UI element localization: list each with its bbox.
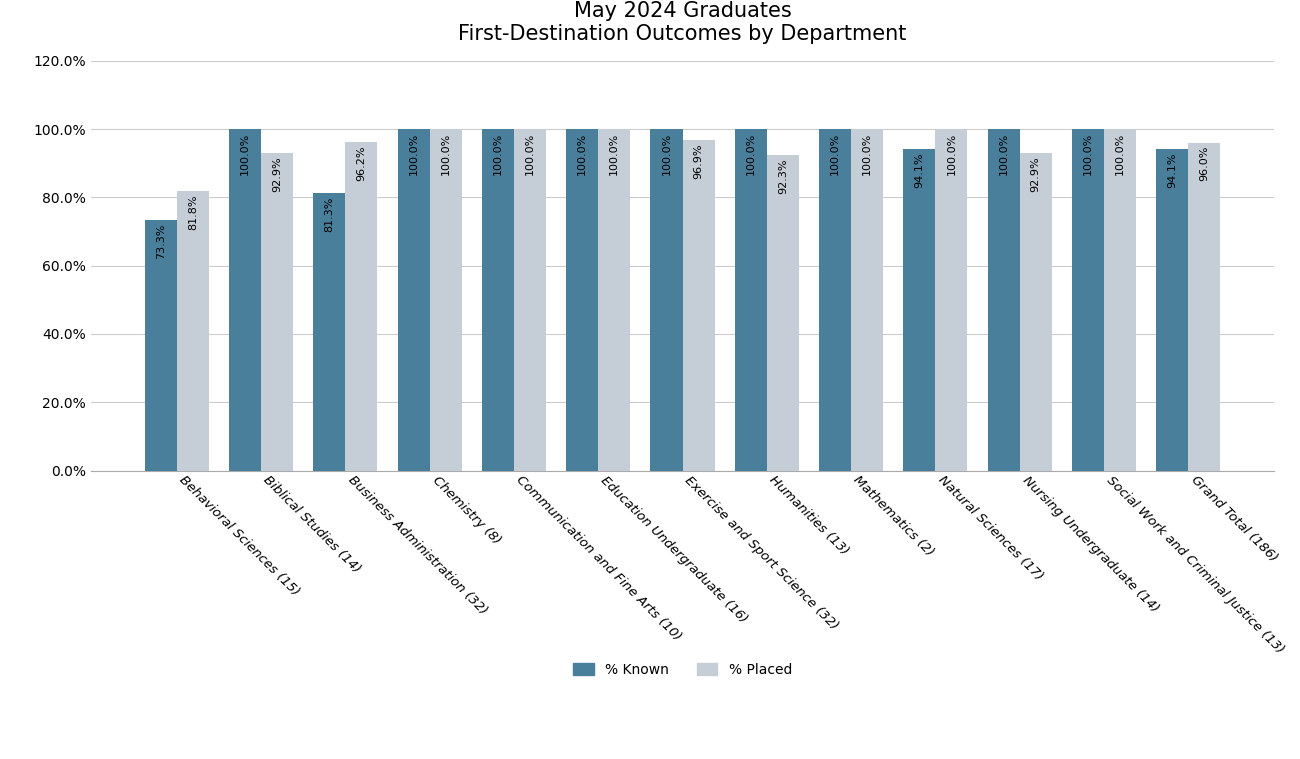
Bar: [988, 129, 1019, 471]
Bar: [598, 129, 630, 471]
Text: 96.9%: 96.9%: [693, 143, 703, 178]
Text: 92.9%: 92.9%: [1031, 156, 1040, 192]
Text: 100.0%: 100.0%: [240, 132, 250, 175]
Bar: [514, 129, 546, 471]
Bar: [935, 129, 967, 471]
Bar: [1019, 153, 1052, 471]
Bar: [144, 220, 177, 471]
Bar: [398, 129, 430, 471]
Bar: [261, 153, 292, 471]
Bar: [313, 193, 346, 471]
Bar: [734, 129, 767, 471]
Text: 81.3%: 81.3%: [325, 197, 334, 231]
Text: 81.8%: 81.8%: [187, 194, 198, 230]
Text: 100.0%: 100.0%: [998, 132, 1009, 175]
Bar: [567, 129, 598, 471]
Bar: [1072, 129, 1104, 471]
Bar: [346, 142, 377, 471]
Text: 92.3%: 92.3%: [777, 159, 788, 194]
Text: 73.3%: 73.3%: [156, 224, 166, 259]
Bar: [1188, 143, 1221, 471]
Text: 100.0%: 100.0%: [610, 132, 619, 175]
Bar: [682, 140, 715, 471]
Text: 100.0%: 100.0%: [408, 132, 419, 175]
Text: 96.2%: 96.2%: [356, 146, 367, 181]
Text: 100.0%: 100.0%: [1083, 132, 1093, 175]
Text: 100.0%: 100.0%: [493, 132, 503, 175]
Bar: [482, 129, 514, 471]
Bar: [819, 129, 852, 471]
Text: 94.1%: 94.1%: [914, 153, 924, 188]
Text: 100.0%: 100.0%: [577, 132, 588, 175]
Text: 94.1%: 94.1%: [1167, 153, 1178, 188]
Title: May 2024 Graduates
First-Destination Outcomes by Department: May 2024 Graduates First-Destination Out…: [459, 1, 906, 44]
Text: 92.9%: 92.9%: [272, 156, 282, 192]
Legend: % Known, % Placed: % Known, % Placed: [573, 663, 792, 677]
Text: 96.0%: 96.0%: [1199, 146, 1209, 181]
Text: 100.0%: 100.0%: [946, 132, 957, 175]
Bar: [650, 129, 682, 471]
Bar: [852, 129, 883, 471]
Bar: [177, 191, 209, 471]
Bar: [430, 129, 461, 471]
Text: 100.0%: 100.0%: [831, 132, 840, 175]
Bar: [1104, 129, 1136, 471]
Text: 100.0%: 100.0%: [1115, 132, 1124, 175]
Text: 100.0%: 100.0%: [662, 132, 672, 175]
Text: 100.0%: 100.0%: [746, 132, 755, 175]
Text: 100.0%: 100.0%: [441, 132, 451, 175]
Bar: [229, 129, 261, 471]
Text: 100.0%: 100.0%: [862, 132, 872, 175]
Bar: [1156, 150, 1188, 471]
Text: 100.0%: 100.0%: [525, 132, 534, 175]
Bar: [767, 156, 798, 471]
Bar: [903, 150, 935, 471]
